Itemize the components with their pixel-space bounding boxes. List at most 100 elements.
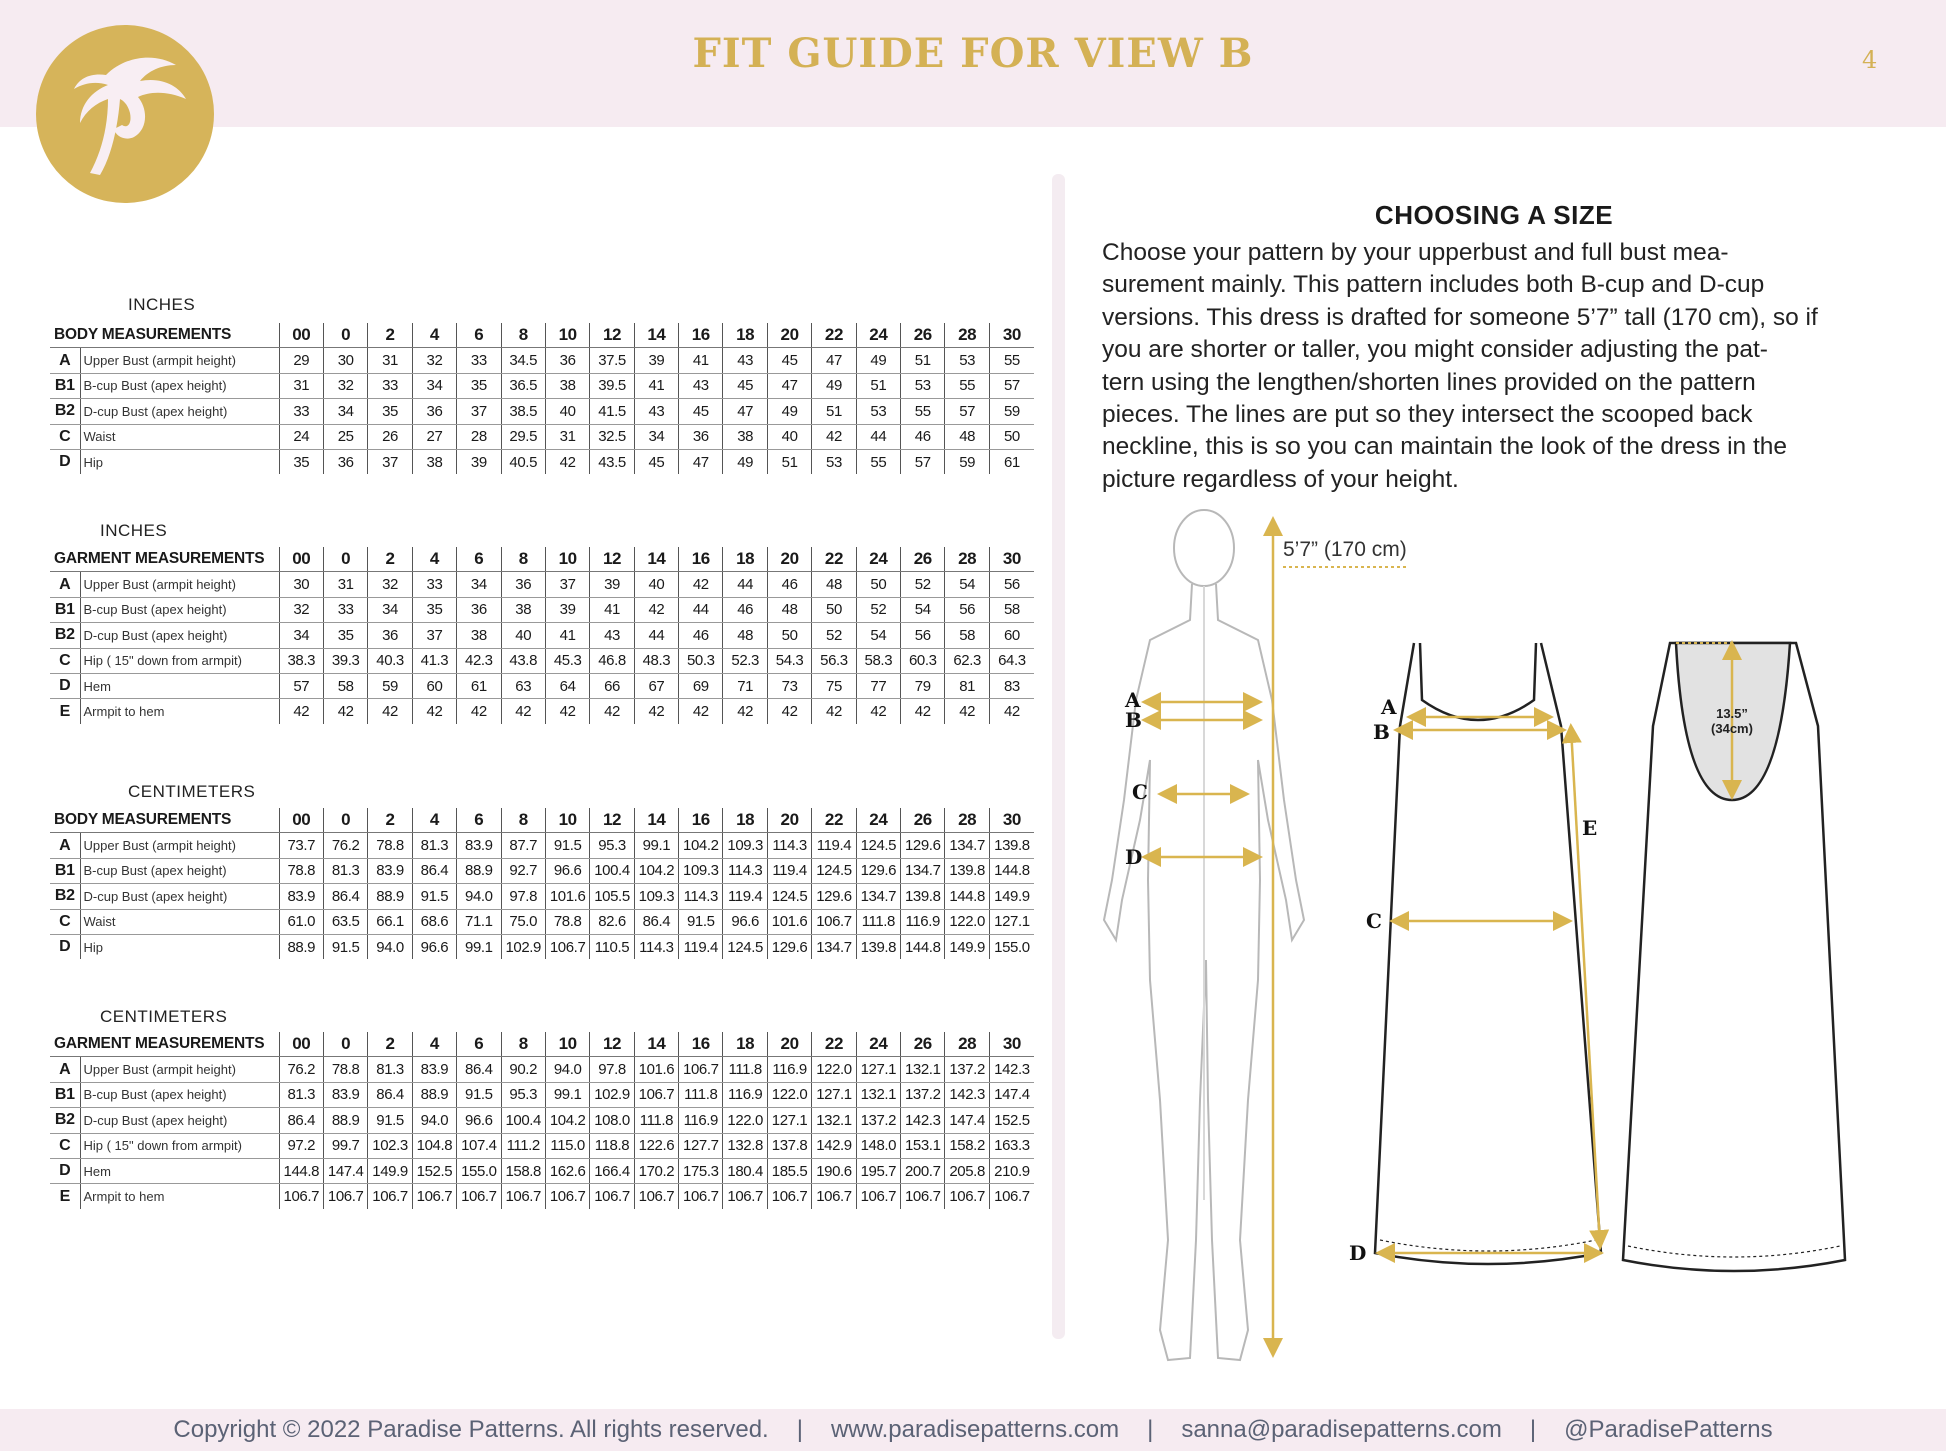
measurement-label: Armpit to hem	[79, 698, 280, 724]
measurement-value: 41	[633, 373, 679, 400]
measurement-value: 42	[456, 698, 502, 724]
measurement-value: 27	[411, 424, 457, 450]
measurement-value: 81	[944, 673, 990, 700]
measurement-value: 166.4	[589, 1158, 635, 1185]
size-header: 14	[633, 547, 679, 573]
measurement-value: 42	[944, 698, 990, 724]
size-header: 28	[944, 547, 990, 573]
measurement-value: 43	[589, 622, 635, 649]
measurement-value: 134.7	[855, 883, 901, 910]
measurement-value: 116.9	[722, 1082, 768, 1109]
measurement-code: B1	[50, 597, 80, 624]
size-header: 8	[500, 547, 546, 573]
measurement-value: 46	[766, 571, 812, 598]
measurement-value: 54.3	[766, 648, 812, 674]
table-row: C Waist 24 25 26 27 28 29.5 31 32.5 34 36 38 40 42 44 46…	[50, 424, 1034, 450]
size-header: 00	[278, 808, 324, 834]
measurement-value: 53	[855, 398, 901, 425]
measurement-value: 55	[900, 398, 945, 425]
measurement-label: Hip ( 15" down from armpit)	[79, 648, 280, 674]
measurement-value: 43.8	[500, 648, 546, 674]
size-header: 18	[722, 323, 768, 349]
measurement-value: 106.7	[678, 1183, 723, 1209]
measurement-value: 40.3	[367, 648, 413, 674]
size-header: 26	[900, 1032, 945, 1058]
website-link[interactable]: www.paradisepatterns.com	[830, 1416, 1120, 1443]
table-header-row: BODY MEASUREMENTS 00 0 2 4 6 8 10 12 14 16 18 20 22 24…	[50, 323, 1034, 349]
table-row: A Upper Bust (armpit height) 73.7 76.2 78.8 8…	[50, 832, 1034, 859]
measurement-value: 63	[500, 673, 546, 700]
measurement-value: 96.6	[544, 858, 590, 885]
table-row: A Upper Bust (armpit height) 30 31 32 33 34 36 3…	[50, 571, 1034, 598]
measurement-value: 56	[988, 571, 1034, 598]
measurement-value: 39	[544, 597, 590, 624]
size-header: 6	[456, 323, 502, 349]
measurement-value: 42	[633, 597, 679, 624]
measurement-value: 38	[544, 373, 590, 400]
measurement-value: 43	[722, 347, 768, 374]
text-line: neckline, this is so you can maintain th…	[1102, 433, 1788, 461]
measurement-value: 50	[988, 424, 1034, 450]
measurement-value: 88.9	[367, 883, 413, 910]
measurement-value: 36	[367, 622, 413, 649]
measurement-value: 95.3	[589, 832, 635, 859]
measurement-value: 114.3	[678, 883, 723, 910]
size-header: 28	[944, 808, 990, 834]
measurement-value: 48	[944, 424, 990, 450]
measurement-value: 92.7	[500, 858, 546, 885]
measurement-value: 51	[766, 449, 812, 475]
measurement-value: 45	[722, 373, 768, 400]
measurement-value: 86.4	[367, 1082, 413, 1109]
size-header: 22	[811, 808, 857, 834]
table-unit-label: CENTIMETERS	[100, 1007, 228, 1026]
measurement-value: 109.3	[633, 883, 679, 910]
measurement-code: B1	[50, 373, 80, 400]
measurement-value: 147.4	[944, 1107, 990, 1134]
measurement-code: E	[59, 702, 71, 720]
measurement-value: 106.7	[322, 1183, 368, 1209]
measurement-value: 73.7	[278, 832, 324, 859]
measurement-value: 48	[722, 622, 768, 649]
measurement-value: 88.9	[278, 934, 324, 960]
measurement-value: 55	[944, 373, 990, 400]
measurement-value: 44	[855, 424, 901, 450]
measurement-label: Hem	[79, 1158, 280, 1185]
measurement-value: 95.3	[500, 1082, 546, 1109]
measurement-value: 106.7	[278, 1183, 324, 1209]
measurement-value: 40	[500, 622, 546, 649]
measurement-value: 43	[678, 373, 723, 400]
measurement-value: 110.5	[589, 934, 635, 960]
size-header: 2	[367, 808, 413, 834]
measurement-value: 34	[322, 398, 368, 425]
measurement-value: 200.7	[900, 1158, 945, 1185]
measurement-value: 139.8	[855, 934, 901, 960]
measurement-code: E	[59, 1187, 71, 1205]
measurement-value: 51	[855, 373, 901, 400]
measurement-value: 137.2	[855, 1107, 901, 1134]
measurement-value: 149.9	[944, 934, 990, 960]
table-row: C Hip ( 15" down from armpit) 38.3 39.3 40.3…	[50, 648, 1034, 674]
measurement-code: A	[50, 347, 80, 374]
measurement-table: BODY MEASUREMENTS 00 0 2 4 6 8 10 12 14 16 18 20 22 24…	[50, 323, 1034, 475]
measurement-value: 86.4	[411, 858, 457, 885]
measurement-value: 73	[766, 673, 812, 700]
social-handle[interactable]: @ParadisePatterns	[1564, 1416, 1773, 1443]
size-header: 16	[678, 1032, 723, 1058]
measurement-value: 34	[367, 597, 413, 624]
measurement-value: 38.3	[278, 648, 324, 674]
measurement-value: 102.9	[589, 1082, 635, 1109]
email-link[interactable]: sanna@paradisepatterns.com	[1181, 1416, 1502, 1443]
measurement-label: Waist	[79, 424, 280, 450]
measurement-value: 129.6	[766, 934, 812, 960]
back-depth-cm: (34cm)	[1711, 721, 1753, 736]
measurement-value: 106.7	[944, 1183, 990, 1209]
measurement-value: 88.9	[322, 1107, 368, 1134]
measurement-value: 61.0	[278, 909, 324, 935]
footer: Copyright © 2022 Paradise Patterns. All …	[0, 1416, 1946, 1444]
measurement-value: 33	[411, 571, 457, 598]
measurement-value: 42	[367, 698, 413, 724]
measurement-value: 31	[322, 571, 368, 598]
text-line: versions. This dress is drafted for some…	[1102, 303, 1818, 331]
measurement-value: 52	[811, 622, 857, 649]
